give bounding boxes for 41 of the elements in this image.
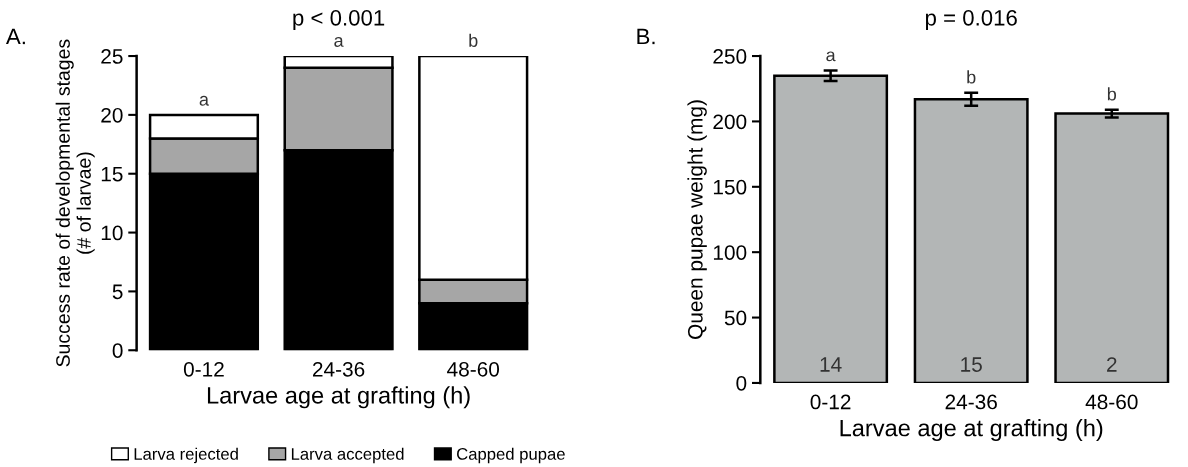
- bar: [1054, 112, 1170, 383]
- bar: [773, 74, 889, 383]
- x-tick-label: 48-60: [447, 361, 500, 377]
- legend-label: Larva rejected: [134, 447, 238, 464]
- legend-label: Capped pupae: [457, 447, 565, 464]
- annotation: b: [1107, 87, 1117, 101]
- x-tick-label: 48-60: [1085, 394, 1138, 410]
- y-tick-label: 100: [713, 245, 747, 260]
- bar: [913, 97, 1029, 383]
- chart-title: p = 0.016: [925, 9, 1017, 31]
- annotation: a: [334, 37, 344, 47]
- y-tick-label: 50: [724, 310, 747, 326]
- y-axis-title: Queen pupae weight (mg): [687, 100, 707, 339]
- annotation: 14: [820, 357, 842, 372]
- text: A.: [5, 28, 25, 45]
- annotation: a: [199, 95, 209, 106]
- y-tick-label: 250: [713, 49, 747, 64]
- x-tick-label: 0-12: [810, 394, 851, 410]
- legend-label: Larva accepted: [291, 447, 404, 464]
- annotation: a: [826, 51, 836, 62]
- y-tick-label: 25: [101, 49, 123, 64]
- y-tick-label: 15: [101, 166, 123, 182]
- annotation: 15: [961, 357, 982, 372]
- y-tick-label: 20: [101, 107, 123, 123]
- x-axis-title: Larvae age at grafting (h): [207, 386, 470, 409]
- text: B.: [637, 28, 655, 45]
- y-tick-label: 150: [713, 179, 747, 195]
- y-axis-title: Success rate of developmental stages (# of larvae): [55, 39, 95, 367]
- annotation: b: [967, 70, 976, 84]
- annotation: 2: [1107, 357, 1117, 372]
- x-axis-title: Larvae age at grafting (h): [840, 419, 1103, 442]
- chart-title: p < 0.001: [293, 9, 385, 31]
- x-tick-label: 24-36: [312, 361, 365, 377]
- y-tick-label: 0: [112, 343, 123, 358]
- y-tick-label: 200: [713, 114, 747, 130]
- x-tick-label: 24-36: [945, 394, 997, 410]
- y-tick-label: 5: [112, 284, 123, 300]
- y-tick-label: 10: [101, 225, 123, 241]
- annotation: b: [469, 33, 478, 47]
- x-tick-label: 0-12: [183, 361, 224, 377]
- y-tick-label: 0: [736, 375, 747, 391]
